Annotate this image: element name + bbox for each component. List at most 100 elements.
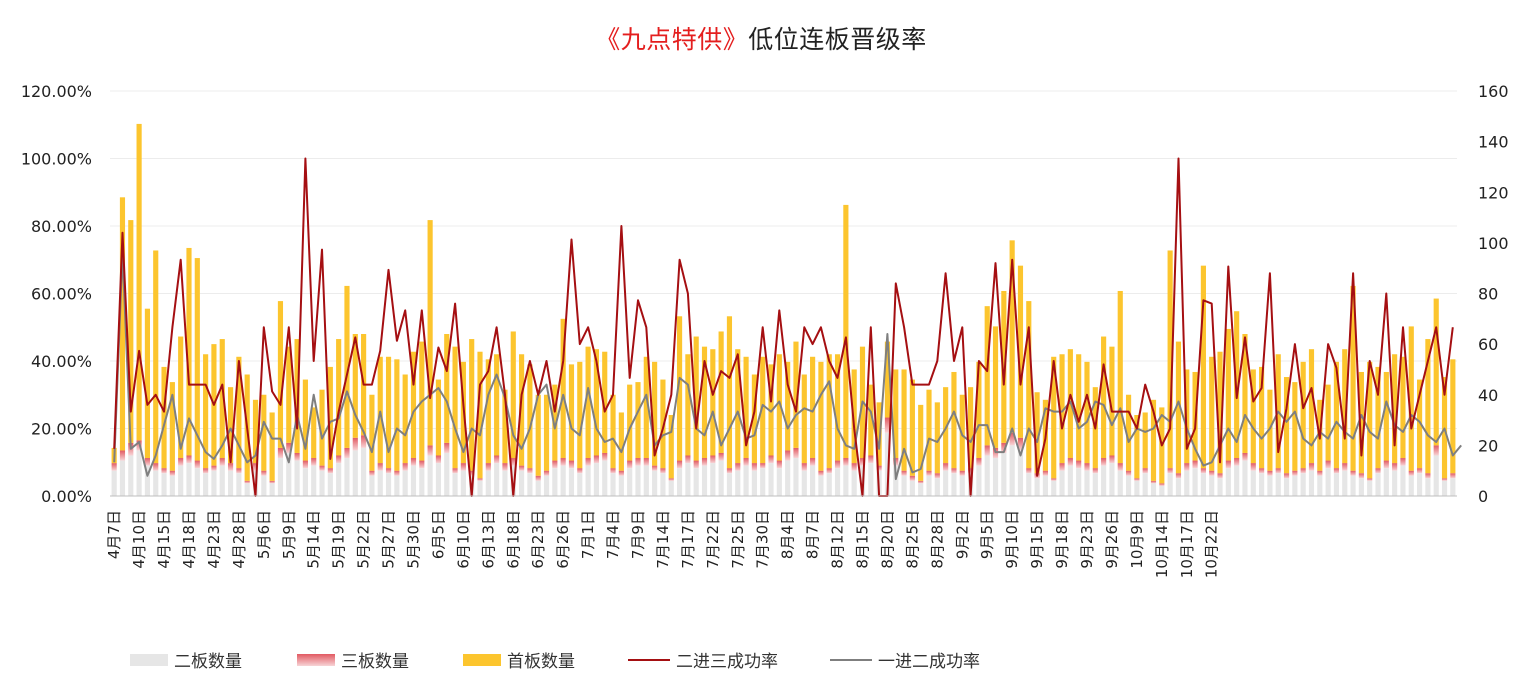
x-tick-label: 4月15日	[155, 510, 173, 569]
x-tick-label: 8月20日	[878, 510, 896, 569]
bar-third-board	[585, 458, 591, 466]
bar-second-board	[535, 480, 541, 496]
bar-second-board	[194, 468, 200, 496]
bar-second-board	[394, 475, 400, 496]
bar-second-board	[1408, 475, 1414, 496]
legend-item-rate-2to3: 二进三成功率	[628, 647, 778, 672]
chart-title-highlight: 《九点特供》	[595, 25, 749, 54]
bar-first-board	[502, 389, 508, 464]
bar-third-board	[751, 463, 757, 471]
bar-first-board	[327, 366, 333, 469]
x-tick-label: 5月19日	[330, 510, 348, 569]
bar-first-board	[1358, 371, 1364, 474]
bar-first-board	[901, 369, 907, 471]
bar-third-board	[627, 460, 633, 469]
bar-first-board	[718, 331, 724, 453]
bar-second-board	[884, 432, 891, 496]
bar-second-board	[302, 468, 308, 496]
bar-third-board	[294, 452, 300, 461]
bar-first-board	[893, 369, 899, 459]
bar-third-board	[169, 470, 175, 476]
x-tick-label: 7月14日	[654, 510, 672, 569]
bar-first-board	[743, 356, 749, 459]
bar-first-board	[1350, 285, 1356, 471]
bar-second-board	[934, 478, 940, 496]
bar-first-board	[1259, 366, 1265, 469]
bar-second-board	[1125, 475, 1132, 496]
x-tick-label: 5月6日	[255, 510, 273, 559]
bar-first-board	[319, 389, 325, 466]
bar-first-board	[136, 123, 142, 441]
bar-third-board	[1350, 470, 1356, 476]
bar-third-board	[1134, 478, 1140, 481]
bar-third-board	[194, 460, 200, 469]
bar-third-board	[593, 455, 599, 464]
x-tick-label: 5月9日	[280, 510, 298, 559]
bar-second-board	[361, 447, 367, 496]
bar-first-board	[194, 258, 200, 461]
y-right-tick-label: 20	[1478, 436, 1498, 455]
bar-third-board	[1333, 468, 1340, 474]
bar-second-board	[1333, 473, 1340, 496]
bar-first-board	[510, 331, 516, 459]
bar-third-board	[1009, 432, 1015, 446]
bar-first-board	[352, 334, 358, 438]
x-tick-label: 4月7日	[105, 510, 123, 559]
x-tick-label: 7月22日	[704, 510, 722, 569]
x-tick-label: 7月9日	[629, 510, 647, 559]
bar-first-board	[1051, 356, 1057, 479]
bar-third-board	[402, 463, 408, 471]
bar-first-board	[951, 371, 957, 469]
bar-first-board	[527, 364, 533, 469]
bar-first-board	[785, 361, 791, 451]
bar-third-board	[1101, 458, 1107, 466]
legend-label-first-board: 首板数量	[507, 652, 575, 672]
bar-first-board	[868, 384, 874, 456]
bar-second-board	[1392, 470, 1398, 496]
bar-third-board	[768, 455, 774, 464]
bar-third-board	[361, 435, 367, 448]
bar-third-board	[1325, 460, 1331, 469]
x-tick-label: 10月14日	[1153, 510, 1171, 578]
bar-third-board	[477, 478, 483, 481]
bar-second-board	[984, 455, 990, 496]
x-tick-label: 7月25日	[729, 510, 747, 569]
bar-second-board	[826, 473, 832, 496]
bar-second-board	[178, 465, 184, 496]
bar-third-board	[1026, 468, 1032, 474]
bar-third-board	[1417, 468, 1423, 474]
bar-third-board	[1425, 473, 1431, 479]
bar-second-board	[1167, 473, 1173, 496]
bar-first-board	[843, 204, 849, 459]
bar-third-board	[1209, 470, 1215, 476]
legend: 二板数量 三板数量 首板数量 二进三成功率 一进二成功率	[0, 647, 1522, 675]
bar-second-board	[785, 460, 791, 496]
bar-first-board	[186, 247, 192, 456]
y-right-tick-label: 160	[1478, 82, 1509, 101]
bar-third-board	[410, 458, 417, 466]
bar-first-board	[494, 354, 500, 456]
bar-second-board	[718, 460, 724, 496]
bar-second-board	[1259, 473, 1265, 496]
bar-third-board	[934, 473, 940, 479]
bar-first-board	[818, 361, 824, 471]
y-right-tick-label: 120	[1478, 183, 1509, 202]
bar-third-board	[1117, 463, 1123, 471]
bar-first-board	[1117, 290, 1123, 464]
bar-second-board	[1101, 465, 1107, 496]
bar-second-board	[111, 470, 117, 496]
bar-first-board	[1242, 334, 1248, 453]
y-left-tick-label: 40.00%	[31, 352, 92, 371]
bar-second-board	[1117, 470, 1123, 496]
bar-second-board	[527, 473, 533, 496]
bar-third-board	[701, 458, 708, 466]
bar-second-board	[277, 458, 284, 496]
bar-third-board	[319, 465, 325, 471]
legend-swatch-third-board	[297, 653, 335, 666]
bar-first-board	[826, 354, 832, 469]
bar-first-board	[760, 356, 766, 464]
bar-second-board	[494, 463, 500, 496]
bar-second-board	[1300, 473, 1306, 496]
bar-third-board	[735, 463, 741, 471]
bar-second-board	[701, 465, 708, 496]
